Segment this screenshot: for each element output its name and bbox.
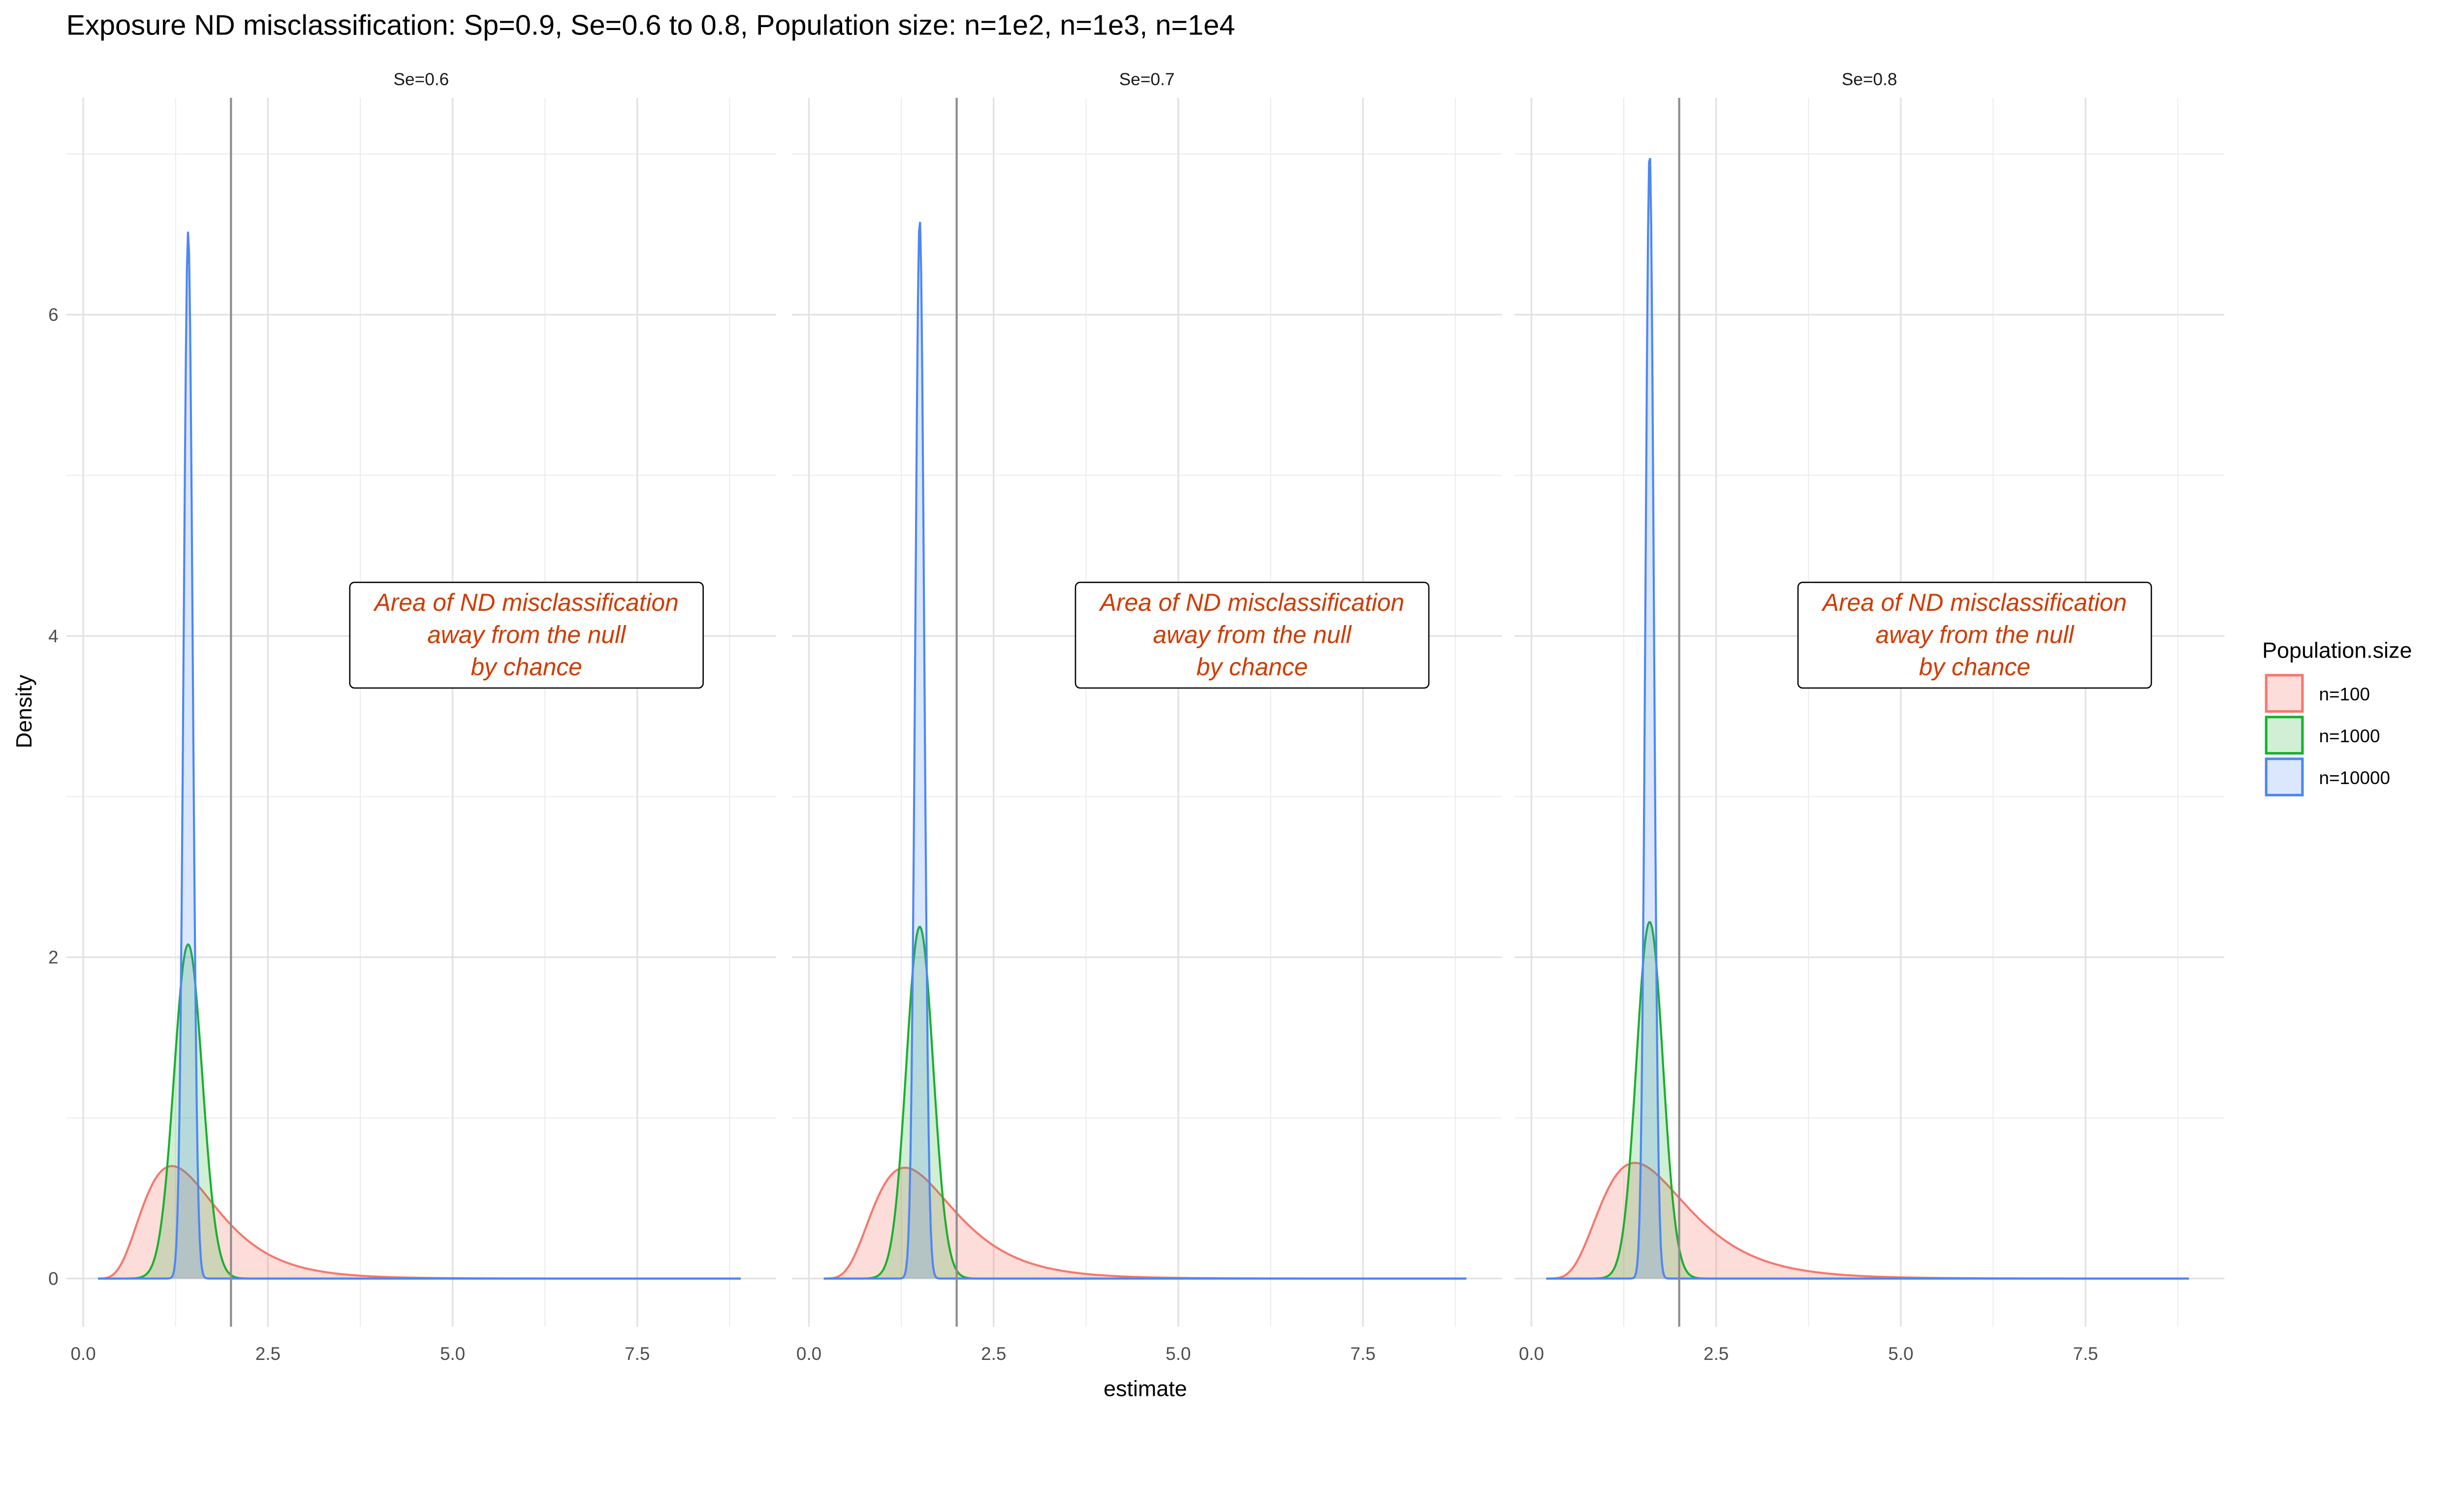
annotation-box bbox=[1074, 581, 1430, 689]
x-tick-label: 0.0 bbox=[71, 1344, 96, 1364]
x-tick-label: 7.5 bbox=[1351, 1344, 1376, 1364]
annotation-text: Area of ND misclassification bbox=[1099, 589, 1404, 616]
y-tick-label: 6 bbox=[48, 305, 59, 325]
density-area-n=100 bbox=[823, 1167, 1467, 1279]
density-area-n=1000 bbox=[98, 944, 741, 1279]
density-line-n=10000 bbox=[823, 221, 1467, 1280]
density-line-n=10000 bbox=[98, 231, 741, 1280]
annotation-text: Area of ND misclassification bbox=[1821, 589, 2127, 616]
x-tick-label: 2.5 bbox=[981, 1344, 1006, 1364]
x-tick-label: 2.5 bbox=[1704, 1344, 1729, 1364]
legend: Population.size n=100 n=1000 n=10000 bbox=[2262, 638, 2412, 796]
annotation-text: away from the null bbox=[1153, 621, 1353, 649]
facet-strip-label: Se=0.6 bbox=[393, 70, 449, 89]
facet-strip-label: Se=0.8 bbox=[1842, 70, 1897, 89]
legend-key-n=10000 bbox=[2265, 757, 2304, 796]
facet-panel: Se=0.6 Area of ND misclassification away f… bbox=[48, 70, 776, 1364]
y-tick-label: 2 bbox=[48, 947, 59, 968]
density-line-n=10000 bbox=[1546, 158, 2189, 1280]
y-axis-title: Density bbox=[11, 674, 36, 748]
x-tick-label: 0.0 bbox=[1519, 1344, 1544, 1364]
y-tick-label: 0 bbox=[48, 1268, 59, 1289]
legend-title: Population.size bbox=[2262, 638, 2412, 663]
annotation-box bbox=[1797, 581, 2152, 689]
annotation-text: away from the null bbox=[427, 621, 627, 649]
facet-panel: Se=0.7 Area of ND misclassification away f… bbox=[791, 70, 1502, 1364]
facet-panels: Se=0.6 Area of ND misclassification away f… bbox=[48, 70, 2225, 1364]
legend-key-n=1000 bbox=[2265, 716, 2304, 755]
y-tick-label: 4 bbox=[48, 626, 59, 646]
annotation-text: by chance bbox=[1919, 653, 2030, 681]
x-tick-label: 5.0 bbox=[440, 1344, 465, 1364]
facet-strip-label: Se=0.7 bbox=[1119, 70, 1175, 89]
density-area-n=100 bbox=[98, 1166, 741, 1279]
annotation-text: by chance bbox=[471, 653, 582, 681]
legend-label: n=100 bbox=[2319, 684, 2370, 704]
density-area-n=100 bbox=[1546, 1163, 2189, 1279]
annotation-text: Area of ND misclassification bbox=[373, 589, 679, 616]
x-tick-label: 7.5 bbox=[625, 1344, 650, 1364]
x-tick-label: 0.0 bbox=[796, 1344, 821, 1364]
annotation-box bbox=[349, 581, 704, 689]
annotation-text: by chance bbox=[1197, 653, 1308, 681]
x-tick-label: 5.0 bbox=[1888, 1344, 1913, 1364]
density-area-n=10000 bbox=[1546, 158, 2189, 1279]
annotation-text: away from the null bbox=[1875, 621, 2075, 649]
x-axis-title: estimate bbox=[1104, 1376, 1187, 1401]
x-tick-label: 2.5 bbox=[255, 1344, 281, 1364]
x-tick-label: 5.0 bbox=[1166, 1344, 1191, 1364]
legend-label: n=10000 bbox=[2319, 768, 2390, 788]
density-area-n=10000 bbox=[823, 221, 1467, 1279]
legend-key-n=100 bbox=[2265, 674, 2304, 713]
facet-panel: Se=0.8 Area of ND misclassification away f… bbox=[1514, 70, 2225, 1364]
chart-title: Exposure ND misclassification: Sp=0.9, S… bbox=[66, 10, 1235, 41]
density-chart: Exposure ND misclassification: Sp=0.9, S… bbox=[11, 10, 2412, 1401]
x-tick-label: 7.5 bbox=[2073, 1344, 2098, 1364]
legend-label: n=1000 bbox=[2319, 726, 2380, 746]
